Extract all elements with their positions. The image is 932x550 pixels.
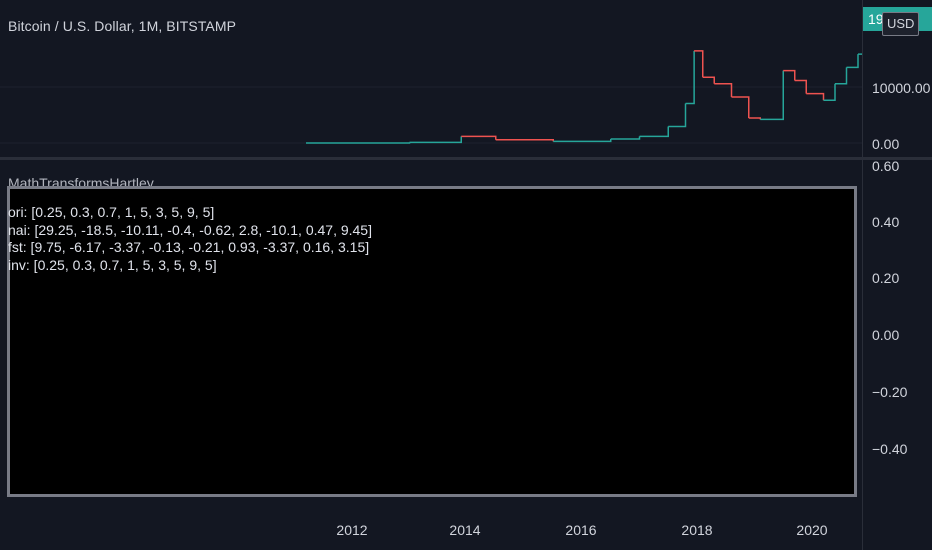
output-lines: ori: [0.25, 0.3, 0.7, 1, 5, 3, 5, 9, 5] …	[8, 204, 372, 274]
price-segment	[794, 79, 807, 94]
time-axis-label: 2012	[336, 522, 368, 538]
time-axis-label: 2018	[681, 522, 713, 538]
currency-button[interactable]: USD	[882, 12, 920, 36]
price-segment	[610, 136, 641, 140]
pane-divider[interactable]	[0, 157, 932, 160]
axis-separator	[862, 0, 863, 550]
price-segment	[823, 83, 836, 101]
ori-line: ori: [0.25, 0.3, 0.7, 1, 5, 3, 5, 9, 5]	[8, 204, 215, 220]
price-segment	[495, 138, 554, 142]
price-segment	[553, 139, 612, 143]
time-axis-label: 2014	[449, 522, 481, 538]
indicator-axis-label: 0.60	[872, 158, 900, 174]
price-segment	[835, 67, 848, 85]
price-segment	[461, 135, 497, 140]
price-segment	[702, 76, 715, 84]
price-pane[interactable]: Bitcoin / U.S. Dollar, 1M, BITSTAMP	[0, 0, 862, 157]
price-segment	[685, 50, 695, 105]
inv-line: inv: [0.25, 0.3, 0.7, 1, 5, 3, 5, 9, 5]	[8, 256, 217, 273]
indicator-axis-label: −0.20	[872, 384, 908, 400]
price-segment	[846, 54, 859, 69]
price-segment	[760, 70, 784, 121]
price-chart[interactable]	[0, 0, 862, 157]
price-segment	[806, 92, 825, 101]
symbol-title: Bitcoin / U.S. Dollar, 1M, BITSTAMP	[8, 18, 237, 34]
indicator-axis-label: 0.00	[872, 327, 900, 343]
fst-line: fst: [9.75, -6.17, -3.37, -0.13, -0.21, …	[8, 239, 370, 255]
price-segment	[694, 50, 704, 78]
price-segment	[783, 69, 796, 81]
price-segment	[714, 83, 733, 97]
price-segment	[352, 142, 411, 144]
price-segment	[858, 53, 862, 55]
indicator-axis-label: −0.40	[872, 441, 908, 457]
price-segment	[409, 136, 462, 144]
time-axis-label: 2016	[565, 522, 597, 538]
price-segment	[639, 126, 669, 138]
time-axis-label: 2020	[796, 522, 828, 538]
nai-line: nai: [29.25, -18.5, -10.11, -0.4, -0.62,…	[8, 221, 372, 238]
indicator-axis-label: 0.20	[872, 270, 900, 286]
price-segment	[731, 96, 750, 118]
output-table	[7, 186, 857, 497]
price-axis-label: 10000.00	[872, 80, 931, 96]
price-axis-label: 0.00	[872, 136, 900, 152]
indicator-axis-label: 0.40	[872, 214, 900, 230]
price-segment	[748, 117, 761, 120]
price-segment	[668, 103, 687, 128]
